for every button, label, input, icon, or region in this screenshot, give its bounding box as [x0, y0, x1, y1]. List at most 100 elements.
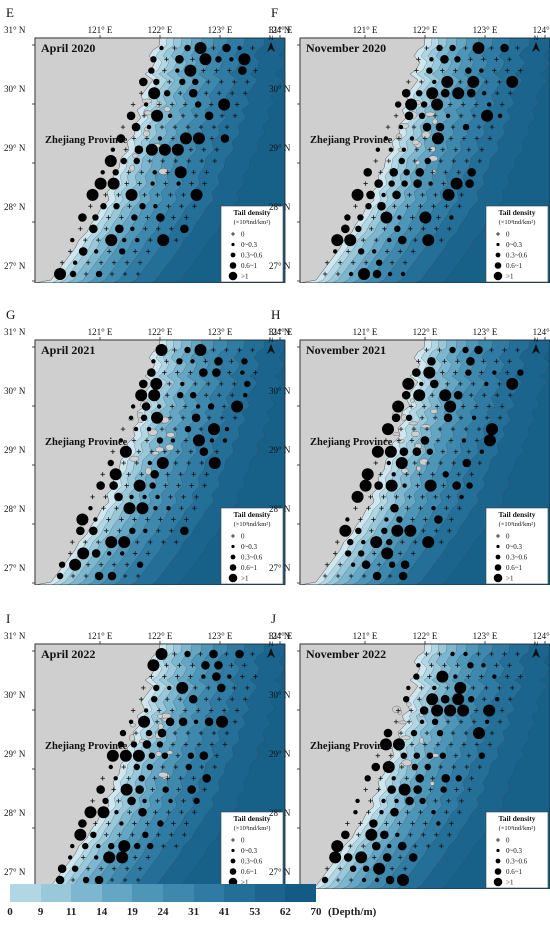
- svg-text:(×10³ind/km²): (×10³ind/km²): [499, 521, 536, 528]
- zero-station-cross: [413, 843, 418, 849]
- zero-station-cross: [481, 57, 486, 62]
- zero-station-cross: [438, 460, 443, 466]
- density-dot: [388, 147, 394, 152]
- zero-station-cross: [98, 562, 104, 567]
- density-dot: [331, 840, 344, 853]
- zero-station-cross: [155, 192, 160, 198]
- zero-station-cross: [510, 685, 515, 691]
- zero-station-cross: [363, 260, 369, 265]
- density-dot: [361, 877, 367, 883]
- density-dot: [483, 434, 496, 447]
- province-label: Zhejiang Province: [310, 437, 393, 448]
- zero-station-cross: [395, 708, 401, 713]
- density-dot: [394, 101, 402, 108]
- density-dot: [459, 494, 464, 500]
- zero-station-cross: [191, 776, 196, 781]
- lat-label: 28° N: [269, 202, 291, 212]
- density-dot: [193, 797, 200, 805]
- zero-station-cross: [408, 226, 413, 231]
- density-dot: [397, 874, 410, 886]
- density-dot: [208, 457, 221, 469]
- zero-station-cross: [153, 810, 158, 815]
- map-panel: 121° E 122° E 123° E 124° E April 2021 Zhejia…: [25, 326, 293, 585]
- density-dot: [131, 214, 138, 221]
- svg-text:>1: >1: [506, 879, 514, 887]
- lat-label: 31° N: [269, 631, 291, 641]
- density-dot: [463, 651, 468, 657]
- density-dot: [435, 122, 445, 132]
- density-dot: [156, 741, 164, 748]
- zero-station-cross: [426, 843, 431, 849]
- density-dot: [412, 447, 422, 456]
- zero-station-cross: [413, 237, 418, 243]
- zero-station-cross: [400, 539, 405, 545]
- map-svg: 121° E 122° E 123° E 124° E April 2022 Zhejia…: [32, 631, 293, 889]
- density-dot: [387, 843, 392, 849]
- density-dot: [179, 78, 186, 86]
- density-dot: [158, 143, 171, 156]
- density-dot: [114, 492, 123, 502]
- zero-station-cross: [198, 730, 204, 736]
- zero-station-cross: [192, 204, 197, 209]
- zero-station-cross: [408, 832, 413, 837]
- density-dot: [419, 381, 424, 387]
- density-dot: [404, 111, 414, 121]
- zero-station-cross: [159, 124, 165, 130]
- density-dot: [344, 550, 352, 557]
- zero-station-cross: [439, 237, 444, 243]
- zero-station-cross: [186, 158, 191, 164]
- density-dot: [478, 752, 486, 759]
- zero-station-cross: [206, 79, 211, 85]
- zero-station-cross: [505, 68, 510, 73]
- svg-text:0.3~0.6: 0.3~0.6: [506, 554, 528, 562]
- zero-station-cross: [217, 393, 222, 398]
- density-dot: [209, 649, 218, 659]
- density-dot: [138, 77, 148, 87]
- lon-label: 123° E: [473, 327, 498, 337]
- zero-station-cross: [178, 697, 183, 702]
- zero-station-cross: [166, 810, 171, 815]
- zero-station-cross: [442, 663, 447, 668]
- zero-station-cross: [106, 821, 111, 826]
- zero-station-cross: [183, 742, 189, 747]
- zero-station-cross: [214, 147, 220, 152]
- panel-letter: F: [271, 5, 279, 20]
- zero-station-cross: [430, 472, 435, 477]
- zero-station-cross: [437, 651, 442, 657]
- zero-station-cross: [412, 158, 417, 164]
- zero-station-cross: [453, 753, 459, 758]
- zero-station-cross: [180, 113, 186, 118]
- density-dot: [400, 271, 406, 277]
- density-dot: [108, 842, 115, 850]
- zero-station-cross: [410, 215, 415, 220]
- zero-station-cross: [421, 832, 426, 837]
- density-dot: [142, 831, 149, 838]
- density-dot: [155, 648, 168, 660]
- density-dot: [442, 188, 455, 201]
- zero-station-cross: [361, 573, 367, 579]
- svg-text:(×10³ind/km²): (×10³ind/km²): [499, 825, 536, 832]
- density-dot: [166, 506, 171, 511]
- density-dot: [176, 181, 181, 186]
- density-dot: [397, 235, 407, 245]
- zero-station-cross: [160, 158, 165, 164]
- north-arrow-icon: N: [532, 36, 540, 52]
- density-dot: [387, 237, 392, 243]
- density-dot: [405, 98, 418, 111]
- zero-station-cross: [450, 426, 456, 432]
- density-dot: [78, 247, 88, 256]
- zero-station-cross: [471, 685, 476, 691]
- density-dot: [361, 468, 374, 481]
- zero-station-cross: [408, 404, 414, 409]
- density-dot: [147, 659, 160, 672]
- zero-station-cross: [424, 730, 430, 736]
- svg-text:0.3~0.6: 0.3~0.6: [506, 252, 528, 260]
- density-dot: [394, 225, 401, 232]
- zero-station-cross: [322, 271, 328, 277]
- zero-station-cross: [193, 685, 198, 691]
- svg-text:Tail density: Tail density: [498, 510, 535, 519]
- density-dot: [120, 157, 127, 165]
- density-dot: [405, 796, 414, 806]
- density-dot: [365, 828, 378, 841]
- zero-station-cross: [433, 192, 438, 198]
